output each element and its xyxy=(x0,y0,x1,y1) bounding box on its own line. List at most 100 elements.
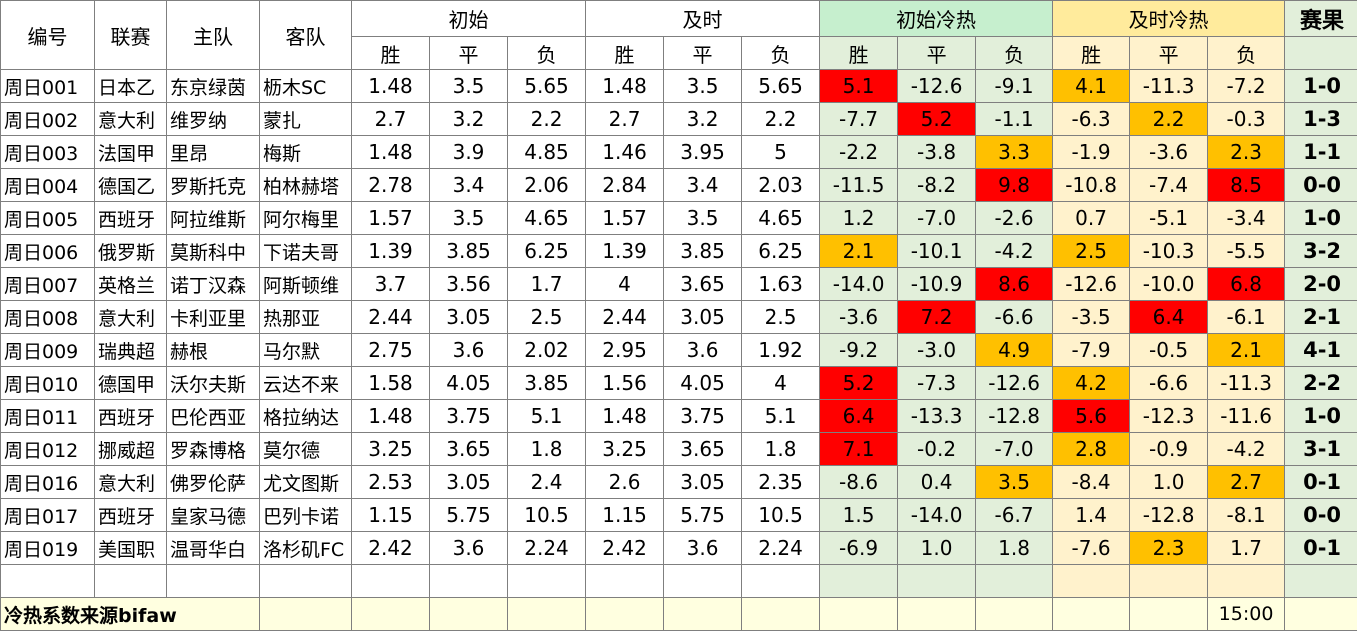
live-heat-win: 4.1 xyxy=(1052,69,1131,103)
live-odds-lose: 2.2 xyxy=(741,102,821,136)
initial-heat-draw: -7.0 xyxy=(897,201,977,235)
initial-heat-win: -6.9 xyxy=(819,531,899,565)
league: 西班牙 xyxy=(94,201,167,235)
league: 德国乙 xyxy=(94,168,167,202)
footer-cell xyxy=(819,597,899,631)
live-heat-draw: -3.6 xyxy=(1129,135,1209,169)
footer-cell xyxy=(1284,597,1357,631)
footer-cell xyxy=(897,597,977,631)
header-row-2: 胜 平 负 胜 平 负 胜 平 负 胜 平 负 xyxy=(1,36,1357,70)
footer-cell xyxy=(585,597,665,631)
match-id: 周日010 xyxy=(0,366,95,400)
live-odds-win: 1.46 xyxy=(585,135,665,169)
initial-odds-win: 2.7 xyxy=(351,102,430,136)
live-odds-draw: 3.85 xyxy=(663,234,743,268)
live-odds-win: 1.39 xyxy=(585,234,665,268)
live-odds-draw: 3.2 xyxy=(663,102,743,136)
initial-odds-lose: 2.02 xyxy=(506,333,587,367)
live-odds-win: 2.95 xyxy=(585,333,665,367)
live-heat-draw: -5.1 xyxy=(1129,201,1209,235)
table-row: 周日005 西班牙 阿拉维斯 阿尔梅里 1.57 3.5 4.65 1.57 3.5 4.65 1.… xyxy=(0,201,1357,235)
home-team: 阿拉维斯 xyxy=(166,201,260,235)
table-row: 周日004 德国乙 罗斯托克 柏林赫塔 2.78 3.4 2.06 2.84 3.4 2.03 -1… xyxy=(0,168,1357,202)
live-heat-draw: -6.6 xyxy=(1129,366,1209,400)
home-team: 皇家马德 xyxy=(166,498,260,532)
home-team: 沃尔夫斯 xyxy=(166,366,260,400)
live-heat-win: -6.3 xyxy=(1052,102,1131,136)
initial-heat-lose: -7.0 xyxy=(975,432,1054,466)
live-heat-lose: -11.6 xyxy=(1207,399,1286,433)
league: 西班牙 xyxy=(94,399,167,433)
initial-odds-draw: 3.85 xyxy=(429,234,508,268)
table-row: 周日012 挪威超 罗森博格 莫尔德 3.25 3.65 1.8 3.25 3.65 1.8 7.1… xyxy=(0,432,1357,466)
live-heat-win: -8.4 xyxy=(1052,465,1131,499)
live-heat-win: -3.5 xyxy=(1052,300,1131,334)
live-odds-win: 2.84 xyxy=(585,168,665,202)
empty-cell xyxy=(1284,564,1357,598)
match-result: 1-0 xyxy=(1284,399,1357,433)
time-label: 15:00 xyxy=(1207,597,1286,631)
initial-heat-draw: 7.2 xyxy=(897,300,977,334)
initial-odds-lose: 2.24 xyxy=(506,531,587,565)
initial-odds-lose: 2.5 xyxy=(506,300,587,334)
live-heat-lose: -8.1 xyxy=(1207,498,1286,532)
col-header-away: 客队 xyxy=(259,0,352,70)
match-result: 1-0 xyxy=(1284,69,1357,103)
initial-odds-win: 1.58 xyxy=(351,366,430,400)
away-team: 巴列卡诺 xyxy=(259,498,352,532)
empty-cell xyxy=(506,564,587,598)
match-id: 周日016 xyxy=(0,465,95,499)
table-row: 周日017 西班牙 皇家马德 巴列卡诺 1.15 5.75 10.5 1.15 5.75 10.5… xyxy=(0,498,1357,532)
initial-odds-lose: 5.65 xyxy=(506,69,587,103)
initial-odds-lose: 1.8 xyxy=(506,432,587,466)
league: 意大利 xyxy=(94,465,167,499)
initial-odds-lose: 2.4 xyxy=(506,465,587,499)
live-odds-lose: 5 xyxy=(741,135,821,169)
live-odds-lose: 6.25 xyxy=(741,234,821,268)
initial-heat-lose: -4.2 xyxy=(975,234,1054,268)
live-heat-lose: -11.3 xyxy=(1207,366,1286,400)
away-team: 格拉纳达 xyxy=(259,399,352,433)
empty-cell xyxy=(663,564,743,598)
group-header-live-heat: 及时冷热 xyxy=(1052,0,1286,37)
footer-cell xyxy=(975,597,1054,631)
table-row: 周日001 日本乙 东京绿茵 枥木SC 1.48 3.5 5.65 1.48 3.5 5.65 5.… xyxy=(0,69,1357,103)
empty-cell xyxy=(585,564,665,598)
initial-odds-win: 1.48 xyxy=(351,135,430,169)
away-team: 尤文图斯 xyxy=(259,465,352,499)
initial-odds-lose: 4.65 xyxy=(506,201,587,235)
match-id: 周日006 xyxy=(0,234,95,268)
live-heat-draw: -11.3 xyxy=(1129,69,1209,103)
live-heat-lose: 2.7 xyxy=(1207,465,1286,499)
live-odds-lose: 1.8 xyxy=(741,432,821,466)
initial-heat-lose: 9.8 xyxy=(975,168,1054,202)
initial-heat-draw: -10.1 xyxy=(897,234,977,268)
empty-cell xyxy=(429,564,508,598)
initial-heat-lose: -6.6 xyxy=(975,300,1054,334)
match-result: 3-1 xyxy=(1284,432,1357,466)
live-odds-win: 2.42 xyxy=(585,531,665,565)
live-heat-lose: 2.1 xyxy=(1207,333,1286,367)
sub-header-win: 胜 xyxy=(1052,36,1131,70)
initial-odds-draw: 3.6 xyxy=(429,531,508,565)
live-odds-lose: 5.65 xyxy=(741,69,821,103)
league: 英格兰 xyxy=(94,267,167,301)
live-heat-lose: 8.5 xyxy=(1207,168,1286,202)
live-odds-win: 1.57 xyxy=(585,201,665,235)
sub-header-win: 胜 xyxy=(351,36,430,70)
footer-row: 冷热系数来源bifaw 15:00 xyxy=(0,597,1357,631)
sub-header-draw: 平 xyxy=(1129,36,1209,70)
initial-odds-draw: 3.9 xyxy=(429,135,508,169)
initial-heat-lose: -9.1 xyxy=(975,69,1054,103)
live-odds-win: 3.25 xyxy=(585,432,665,466)
home-team: 佛罗伦萨 xyxy=(166,465,260,499)
match-id: 周日001 xyxy=(0,69,95,103)
home-team: 罗斯托克 xyxy=(166,168,260,202)
home-team: 罗森博格 xyxy=(166,432,260,466)
initial-odds-draw: 3.4 xyxy=(429,168,508,202)
initial-heat-lose: 8.6 xyxy=(975,267,1054,301)
live-heat-draw: 6.4 xyxy=(1129,300,1209,334)
live-heat-lose: 2.3 xyxy=(1207,135,1286,169)
league: 日本乙 xyxy=(94,69,167,103)
